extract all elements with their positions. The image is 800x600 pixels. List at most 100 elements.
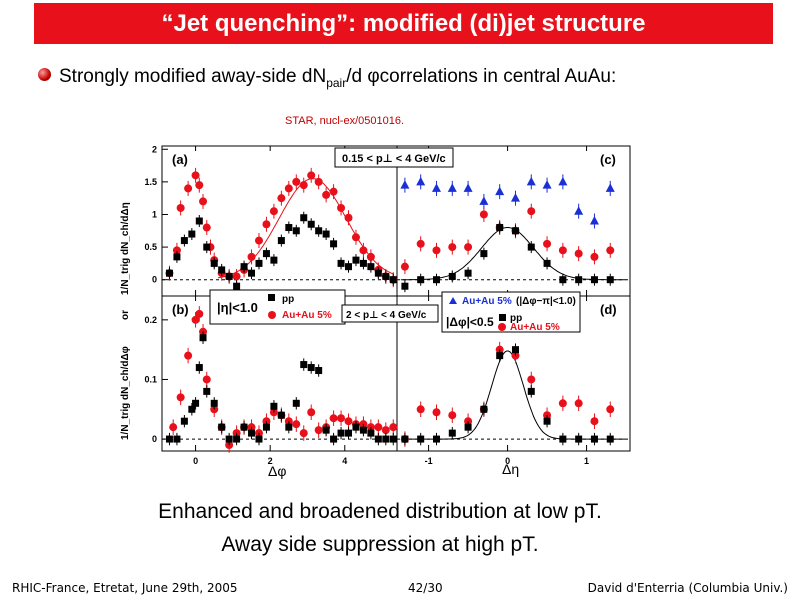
data-point-pp bbox=[345, 263, 353, 271]
data-point-pp bbox=[382, 435, 390, 443]
data-point-pp bbox=[262, 250, 270, 258]
data-point-pp bbox=[270, 256, 278, 264]
data-point-auau-away bbox=[400, 180, 410, 189]
data-point-pp bbox=[590, 435, 598, 443]
data-point-pp bbox=[432, 435, 440, 443]
data-point-pp bbox=[337, 429, 345, 437]
data-point-auau bbox=[247, 252, 256, 261]
data-point-auau bbox=[277, 194, 286, 203]
data-point-auau bbox=[389, 423, 398, 432]
data-point-auau-away bbox=[510, 193, 520, 202]
data-point-pp bbox=[359, 259, 367, 267]
pt-high-box: 2 < p⊥ < 4 GeV/c bbox=[341, 304, 439, 323]
panel-d-label: (d) bbox=[600, 302, 617, 317]
correlation-figure: (a) 0 0.5 1 1.5 2 (b) 0 2 4 0 0.1 0.2 (c) (d) -1 0 1 0.15… bbox=[110, 140, 650, 480]
data-point-pp bbox=[262, 423, 270, 431]
panel-d-xtick-label: 0 bbox=[505, 456, 510, 466]
y-label-or: or bbox=[120, 310, 131, 320]
data-point-auau bbox=[169, 423, 178, 432]
data-point-auau bbox=[202, 223, 211, 232]
data-point-pp bbox=[496, 224, 504, 232]
data-point-auau bbox=[314, 426, 323, 435]
data-point-pp bbox=[315, 227, 323, 235]
data-point-pp bbox=[277, 237, 285, 245]
data-point-pp bbox=[401, 435, 409, 443]
data-point-pp bbox=[322, 230, 330, 238]
data-point-auau bbox=[262, 220, 271, 229]
data-point-pp bbox=[559, 276, 567, 284]
bullet-text-pre: Strongly modified away-side dN bbox=[59, 66, 327, 87]
data-point-pp bbox=[203, 387, 211, 395]
data-point-auau-away bbox=[463, 183, 473, 192]
data-point-pp bbox=[277, 411, 285, 419]
y-axis-label: 1/N_trig dN_ch/dΔφ or 1/N_trig dN_ch/dΔη bbox=[120, 202, 131, 440]
y-label-top: 1/N_trig dN_ch/dΔη bbox=[120, 202, 131, 295]
data-point-pp bbox=[233, 282, 241, 290]
data-point-auau bbox=[344, 417, 353, 426]
data-point-pp bbox=[195, 364, 203, 372]
data-point-pp bbox=[345, 429, 353, 437]
legend-d-pp-label: pp bbox=[510, 313, 522, 324]
data-point-pp bbox=[188, 405, 196, 413]
data-point-auau bbox=[314, 177, 323, 186]
data-point-pp bbox=[448, 429, 456, 437]
legend-b: |η|<1.0 pp Au+Au 5% bbox=[209, 289, 346, 325]
data-point-pp bbox=[300, 214, 308, 222]
panel-c-label: (c) bbox=[600, 152, 616, 167]
panel-a-label: (a) bbox=[172, 152, 188, 167]
data-point-auau bbox=[202, 375, 211, 384]
data-point-pp bbox=[199, 334, 207, 342]
data-point-pp bbox=[307, 220, 315, 228]
x-label-left: Δφ bbox=[268, 463, 286, 479]
legend-pp-label: pp bbox=[282, 294, 294, 305]
bullet-line: Strongly modified away-side dNpair/d φco… bbox=[38, 66, 616, 90]
data-point-auau bbox=[195, 309, 204, 318]
data-point-pp bbox=[337, 259, 345, 267]
data-point-auau bbox=[191, 315, 200, 324]
legend-d-auau-label: Au+Au 5% bbox=[510, 322, 560, 333]
data-point-pp bbox=[210, 399, 218, 407]
data-point-auau bbox=[464, 243, 473, 252]
data-point-auau bbox=[329, 414, 338, 423]
data-point-auau-away bbox=[542, 180, 552, 189]
data-point-pp bbox=[382, 272, 390, 280]
legend-blue-cut: (|Δφ−π|<1.0) bbox=[516, 296, 576, 307]
data-point-auau bbox=[172, 246, 181, 255]
data-point-pp bbox=[173, 253, 181, 261]
panel-b-ytick-label: 0.1 bbox=[144, 374, 157, 384]
legend-blue-marker bbox=[449, 297, 457, 304]
data-point-auau bbox=[432, 246, 441, 255]
data-point-pp bbox=[248, 269, 256, 277]
data-point-auau bbox=[199, 197, 208, 206]
data-point-auau bbox=[400, 262, 409, 271]
footer-right: David d'Enterria (Columbia Univ.) bbox=[587, 581, 788, 595]
y-label-bottom: 1/N_trig dN_ch/dΔφ bbox=[120, 346, 131, 440]
data-point-auau bbox=[416, 405, 425, 414]
data-point-pp bbox=[543, 417, 551, 425]
data-point-auau bbox=[307, 408, 316, 417]
data-point-pp bbox=[173, 435, 181, 443]
data-point-pp bbox=[464, 269, 472, 277]
data-point-pp bbox=[352, 423, 360, 431]
legend-pp-marker bbox=[268, 294, 275, 301]
data-point-pp bbox=[255, 259, 263, 267]
data-point-auau bbox=[448, 243, 457, 252]
panel-b-xtick-label: 0 bbox=[193, 456, 198, 466]
data-point-auau bbox=[344, 213, 353, 222]
data-point-pp bbox=[606, 276, 614, 284]
data-point-pp bbox=[218, 423, 226, 431]
data-point-auau bbox=[337, 414, 346, 423]
data-point-auau bbox=[232, 272, 241, 281]
data-point-pp bbox=[417, 435, 425, 443]
data-point-auau bbox=[381, 426, 390, 435]
data-point-auau bbox=[269, 207, 278, 216]
data-point-auau bbox=[366, 252, 375, 261]
bullet-icon bbox=[38, 68, 51, 82]
data-point-pp bbox=[527, 243, 535, 251]
slide-title: “Jet quenching”: modified (di)jet struct… bbox=[34, 3, 773, 44]
data-point-pp bbox=[480, 250, 488, 258]
panel-a-ytick-label: 1 bbox=[152, 209, 157, 219]
data-point-auau bbox=[307, 171, 316, 180]
data-point-auau bbox=[479, 210, 488, 219]
data-point-auau bbox=[184, 184, 193, 193]
